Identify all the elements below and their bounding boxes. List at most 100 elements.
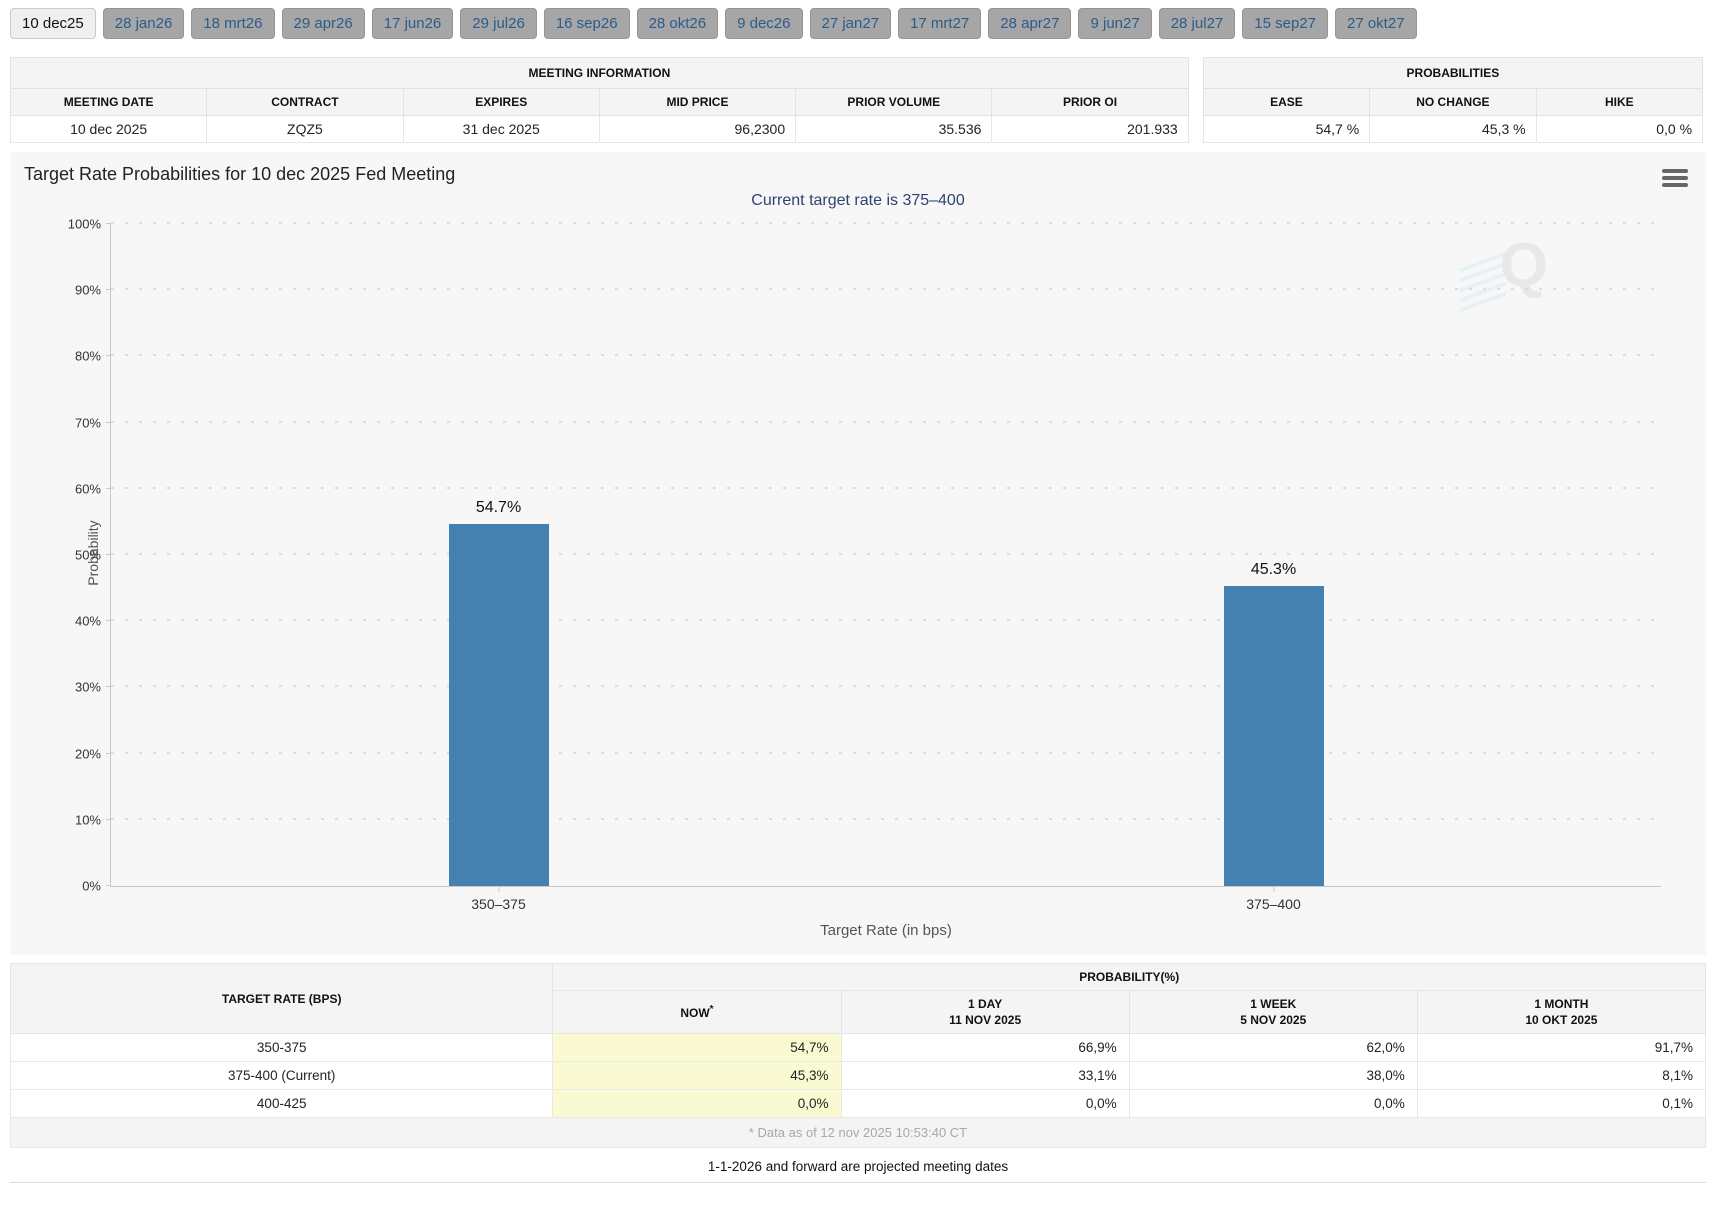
x-tick bbox=[498, 886, 499, 892]
contract-header: CONTRACT bbox=[206, 88, 404, 116]
probabilities-table: PROBABILITIES EASE NO CHANGE HIKE 54,7 %… bbox=[1202, 57, 1704, 143]
gridline bbox=[111, 619, 1661, 622]
asterisk-marker: * bbox=[709, 1004, 714, 1015]
probability-pct-header: PROBABILITY(%) bbox=[552, 963, 1706, 991]
probability-bar-350–375[interactable]: 54.7% bbox=[448, 499, 549, 886]
y-tick-label: 70% bbox=[74, 415, 101, 431]
table-row: 375-400 (Current) 45,3% 33,1% 38,0% 8,1% bbox=[9, 1061, 1707, 1090]
target-rate-bps-header: TARGET RATE (BPS) bbox=[9, 963, 554, 1034]
y-tick bbox=[106, 686, 111, 688]
chart-subtitle: Current target rate is 375–400 bbox=[751, 192, 965, 209]
mid-price-header: MID PRICE bbox=[598, 88, 797, 116]
mid-price-value: 96,2300 bbox=[598, 115, 797, 143]
tab-15-sep27[interactable]: 15 sep27 bbox=[1242, 8, 1328, 39]
one-month-cell: 0,1% bbox=[1416, 1089, 1707, 1118]
gridline bbox=[111, 420, 1661, 423]
tab-28-jan26[interactable]: 28 jan26 bbox=[102, 8, 185, 39]
hike-value: 0,0 % bbox=[1535, 115, 1704, 143]
gridline bbox=[111, 288, 1661, 291]
one-day-header: 1 DAY 11 NOV 2025 bbox=[840, 990, 1130, 1034]
y-tick-label: 100% bbox=[67, 216, 101, 232]
table-footnote-row: * Data as of 12 nov 2025 10:53:40 CT bbox=[10, 1117, 1706, 1148]
bar-value-label: 54.7% bbox=[475, 498, 522, 516]
y-tick-label: 10% bbox=[74, 812, 101, 828]
no-change-value: 45,3 % bbox=[1369, 115, 1537, 143]
tab-10-dec25[interactable]: 10 dec25 bbox=[10, 8, 96, 39]
y-tick bbox=[106, 289, 111, 291]
one-month-cell: 8,1% bbox=[1416, 1061, 1707, 1090]
x-tick bbox=[1273, 886, 1274, 892]
y-tick-label: 0% bbox=[82, 878, 101, 894]
tab-28-okt26[interactable]: 28 okt26 bbox=[636, 8, 719, 39]
no-change-header: NO CHANGE bbox=[1369, 88, 1537, 116]
tab-29-jul26[interactable]: 29 jul26 bbox=[460, 8, 537, 39]
tab-18-mrt26[interactable]: 18 mrt26 bbox=[191, 8, 275, 39]
y-tick bbox=[106, 355, 111, 357]
y-tick bbox=[106, 752, 111, 754]
table-row: 350-375 54,7% 66,9% 62,0% 91,7% bbox=[9, 1033, 1707, 1062]
prior-volume-header: PRIOR VOLUME bbox=[795, 88, 993, 116]
tab-29-apr26[interactable]: 29 apr26 bbox=[281, 8, 365, 39]
rate-cell: 350-375 bbox=[9, 1033, 554, 1062]
y-tick-label: 50% bbox=[74, 547, 101, 563]
probabilities-header: PROBABILITIES bbox=[1202, 57, 1704, 89]
x-axis-title: Target Rate (in bps) bbox=[820, 922, 952, 939]
hamburger-icon bbox=[1662, 176, 1688, 180]
rate-cell: 400-425 bbox=[9, 1089, 554, 1118]
y-tick bbox=[106, 223, 111, 224]
meeting-information-header: MEETING INFORMATION bbox=[10, 57, 1189, 89]
contract-value: ZQZ5 bbox=[206, 115, 404, 143]
tab-17-jun26[interactable]: 17 jun26 bbox=[371, 8, 454, 39]
bar-value-label: 45.3% bbox=[1250, 561, 1297, 579]
one-week-cell: 0,0% bbox=[1128, 1089, 1418, 1118]
prior-oi-header: PRIOR OI bbox=[991, 88, 1189, 116]
y-tick bbox=[106, 885, 111, 886]
tab-28-apr27[interactable]: 28 apr27 bbox=[988, 8, 1072, 39]
y-tick bbox=[106, 487, 111, 489]
tab-27-okt27[interactable]: 27 okt27 bbox=[1334, 8, 1417, 39]
y-tick-label: 30% bbox=[74, 679, 101, 695]
y-tick-label: 80% bbox=[74, 348, 101, 364]
one-day-cell: 66,9% bbox=[840, 1033, 1130, 1062]
gridline bbox=[111, 486, 1661, 489]
prior-volume-value: 35.536 bbox=[795, 115, 993, 143]
tab-16-sep26[interactable]: 16 sep26 bbox=[543, 8, 630, 39]
hike-header: HIKE bbox=[1535, 88, 1704, 116]
tab-9-dec26[interactable]: 9 dec26 bbox=[725, 8, 803, 39]
one-day-cell: 33,1% bbox=[840, 1061, 1130, 1090]
data-as-of-note: * Data as of 12 nov 2025 10:53:40 CT bbox=[10, 1117, 1706, 1148]
gridline bbox=[111, 817, 1661, 820]
meeting-date-header: MEETING DATE bbox=[9, 88, 208, 116]
gridline bbox=[111, 553, 1661, 555]
one-day-cell: 0,0% bbox=[840, 1089, 1130, 1118]
y-tick-label: 90% bbox=[74, 282, 101, 298]
one-month-cell: 91,7% bbox=[1416, 1033, 1707, 1062]
target-rate-chart: Target Rate Probabilities for 10 dec 202… bbox=[10, 152, 1706, 955]
hamburger-icon bbox=[1662, 169, 1688, 173]
gridline bbox=[111, 685, 1661, 688]
tab-9-jun27[interactable]: 9 jun27 bbox=[1078, 8, 1152, 39]
one-week-header: 1 WEEK 5 NOV 2025 bbox=[1128, 990, 1418, 1034]
rate-cell: 375-400 (Current) bbox=[9, 1061, 554, 1090]
y-tick-label: 40% bbox=[74, 613, 101, 629]
chart-menu-button[interactable] bbox=[1662, 166, 1688, 190]
one-week-cell: 62,0% bbox=[1128, 1033, 1418, 1062]
meeting-date-value: 10 dec 2025 bbox=[9, 115, 208, 143]
probability-bar-375–400[interactable]: 45.3% bbox=[1223, 561, 1324, 886]
meeting-information-row: 10 dec 2025 ZQZ5 31 dec 2025 96,2300 35.… bbox=[9, 115, 1189, 143]
tab-17-mrt27[interactable]: 17 mrt27 bbox=[898, 8, 982, 39]
tab-28-jul27[interactable]: 28 jul27 bbox=[1158, 8, 1236, 39]
now-header: NOW* bbox=[552, 990, 842, 1034]
chart-title: Target Rate Probabilities for 10 dec 202… bbox=[24, 164, 456, 184]
now-cell: 0,0% bbox=[552, 1089, 842, 1118]
gridline bbox=[111, 354, 1661, 357]
table-row: 400-425 0,0% 0,0% 0,0% 0,1% bbox=[9, 1089, 1707, 1118]
probabilities-row: 54,7 % 45,3 % 0,0 % bbox=[1202, 115, 1704, 143]
expires-header: EXPIRES bbox=[402, 88, 600, 116]
plot-area: Probability Target Rate (in bps) 0% 10% 20… bbox=[68, 217, 1661, 939]
one-month-header: 1 MONTH 10 OKT 2025 bbox=[1416, 990, 1707, 1034]
tab-27-jan27[interactable]: 27 jan27 bbox=[809, 8, 892, 39]
y-tick bbox=[106, 818, 111, 820]
prior-oi-value: 201.933 bbox=[991, 115, 1189, 143]
